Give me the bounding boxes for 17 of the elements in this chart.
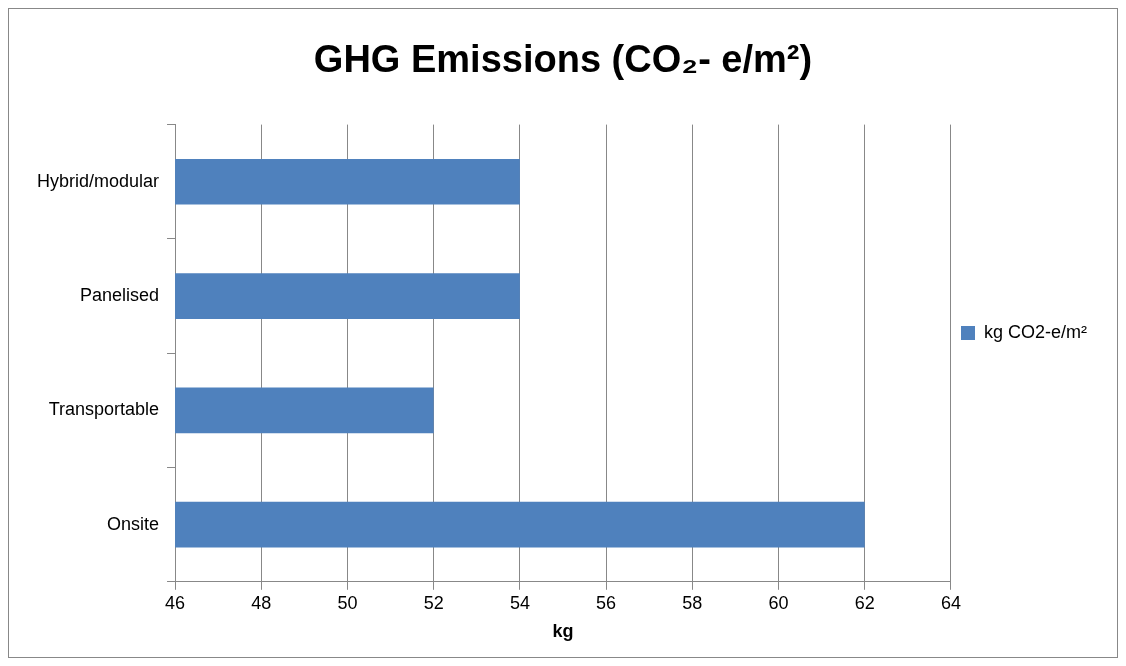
y-tick-label: Hybrid/modular (37, 170, 160, 191)
x-tick-label: 58 (682, 592, 703, 613)
legend-label: kg CO2-e/m² (983, 321, 1088, 342)
x-tick-label: 64 (940, 592, 961, 613)
x-tick-label: 56 (596, 592, 617, 613)
x-tick-label: 62 (854, 592, 875, 613)
x-tick-label: 48 (251, 592, 272, 613)
chart-title: GHG Emissions (CO₂- e/m²) (313, 38, 813, 81)
y-tick-label: Transportable (48, 399, 160, 420)
x-tick-label: 50 (337, 592, 358, 613)
x-tick-label: 60 (768, 592, 789, 613)
x-tick-label: 46 (165, 592, 186, 613)
x-tick-label: 54 (509, 592, 530, 613)
y-tick-label: Panelised (79, 285, 160, 306)
x-axis-title: kg (552, 621, 574, 642)
y-tick-label: Onsite (107, 513, 160, 534)
x-tick-label: 52 (423, 592, 444, 613)
